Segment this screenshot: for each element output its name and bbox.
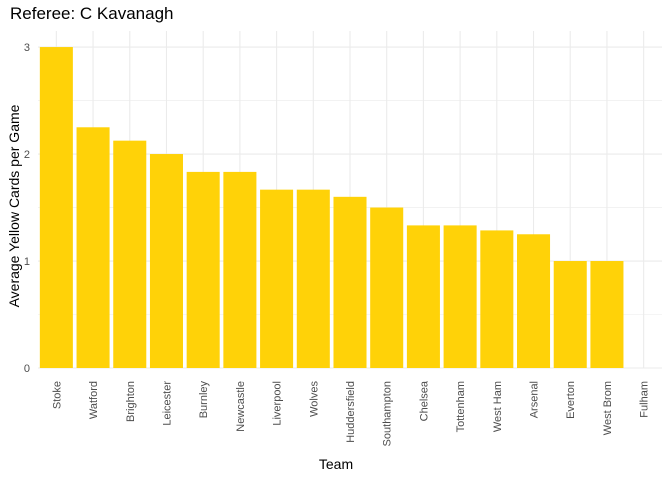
x-tick-label: Southampton — [382, 381, 394, 446]
x-axis-label: Team — [318, 456, 354, 472]
bar-huddersfield — [333, 196, 367, 368]
bar-newcastle — [223, 171, 257, 368]
bar-southampton — [370, 207, 404, 368]
x-tick-label: West Brom — [602, 381, 614, 435]
x-tick-label: Burnley — [198, 381, 210, 419]
x-tick-label: Brighton — [125, 381, 137, 422]
x-tick-label: West Ham — [492, 381, 504, 432]
y-tick-label: 1 — [24, 256, 30, 268]
bar-watford — [76, 127, 110, 369]
bar-tottenham — [443, 225, 477, 368]
chart-title: Referee: C Kavanagh — [10, 4, 174, 23]
y-tick-label: 3 — [24, 42, 30, 54]
x-tick-label: Fulham — [639, 381, 651, 418]
x-tick-label: Tottenham — [455, 381, 467, 432]
x-tick-label: Newcastle — [235, 381, 247, 432]
x-tick-label: Watford — [88, 381, 100, 419]
bar-everton — [553, 261, 587, 368]
bar-west-brom — [590, 261, 624, 368]
x-tick-label: Everton — [565, 381, 577, 419]
bar-leicester — [149, 154, 183, 368]
bar-liverpool — [260, 189, 294, 368]
x-tick-label: Arsenal — [529, 381, 541, 418]
y-tick-label: 0 — [24, 363, 30, 375]
x-tick-label: Liverpool — [272, 381, 284, 426]
bar-burnley — [186, 171, 220, 368]
x-tick-layer: Stoke Watford Brighton Leicester Burnley Newc… — [51, 380, 650, 446]
x-tick-label: Chelsea — [418, 380, 430, 421]
x-tick-label: Huddersfield — [345, 381, 357, 443]
y-axis-label: Average Yellow Cards per Game — [6, 104, 22, 308]
bar-arsenal — [517, 234, 551, 368]
x-tick-label: Leicester — [161, 381, 173, 426]
bar-stoke — [39, 47, 73, 369]
bar-chelsea — [406, 225, 440, 368]
y-tick-layer: 0 1 2 3 — [24, 42, 30, 375]
bar-wolves — [296, 189, 330, 368]
bar-west-ham — [480, 230, 514, 368]
x-tick-label: Stoke — [51, 381, 63, 409]
bar-brighton — [113, 140, 147, 368]
x-tick-label: Wolves — [308, 381, 320, 417]
bar-layer — [39, 47, 624, 369]
y-tick-label: 2 — [24, 149, 30, 161]
